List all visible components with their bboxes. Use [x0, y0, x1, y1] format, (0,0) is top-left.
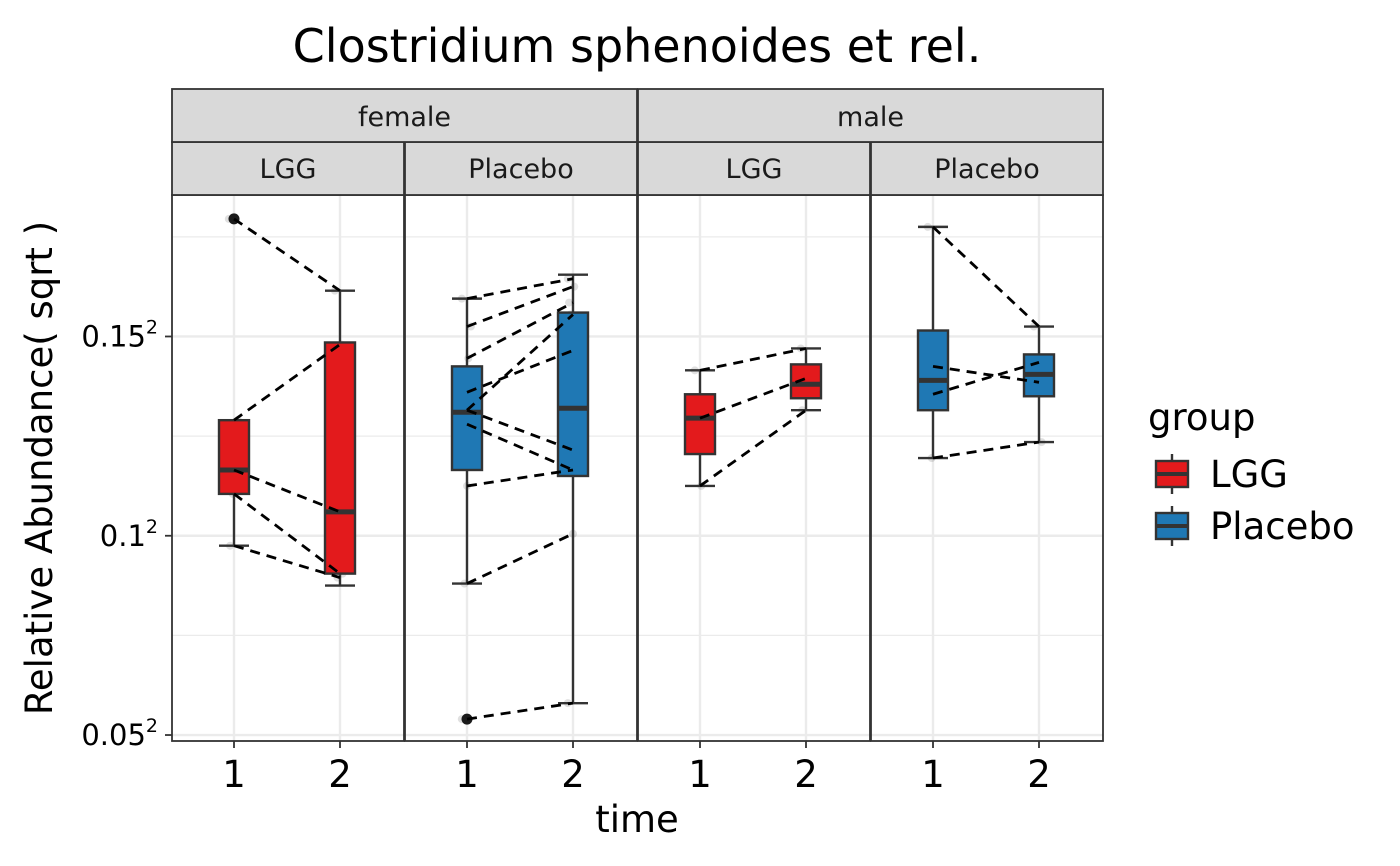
legend-title: group — [1148, 396, 1255, 439]
paired-line — [932, 225, 1040, 328]
x-tick-label: 1 — [688, 753, 712, 796]
legend-label: LGG — [1210, 453, 1288, 496]
x-tick-label: 1 — [455, 753, 479, 796]
paired-line — [233, 544, 341, 579]
strip-sex-box — [171, 88, 638, 143]
legend: group LGG Placebo — [1148, 396, 1355, 548]
strip-group-label: Placebo — [934, 154, 1039, 185]
paired-line — [233, 492, 341, 575]
box — [217, 418, 251, 496]
x-tick-label: 1 — [921, 753, 945, 796]
y-axis-title: Relative Abundance( sqrt ) — [18, 221, 61, 715]
paired-line — [233, 468, 341, 514]
strip-sex-label: male — [837, 102, 904, 133]
panel-female-placebo — [450, 273, 590, 725]
box — [450, 365, 484, 472]
x-tick-label: 2 — [561, 753, 585, 796]
y-tick-label: 0.12 — [100, 516, 158, 553]
box — [683, 393, 717, 456]
paired-line — [466, 313, 574, 412]
chart-title: Clostridium sphenoides et rel. — [293, 19, 982, 73]
paired-line — [932, 364, 1040, 384]
paired-line — [466, 285, 574, 328]
paired-line — [466, 532, 574, 585]
paired-line — [699, 377, 807, 420]
strip-group-label: LGG — [726, 154, 783, 185]
box — [323, 341, 357, 575]
paired-line — [466, 408, 574, 452]
y-tick-label: 0.152 — [81, 316, 158, 353]
strip-sex-label: female — [358, 102, 451, 133]
strip-group-label: Placebo — [468, 154, 573, 185]
paired-line — [932, 361, 1040, 396]
strip-group-box — [171, 141, 405, 196]
panel-background — [405, 195, 637, 741]
paired-line — [466, 277, 574, 300]
paired-line — [233, 343, 341, 422]
x-tick-label: 2 — [794, 753, 818, 796]
data-point — [565, 298, 574, 307]
plot-area: LGG 1 2 Placebo 1 2 LGG 1 2 Placebo 1 2 female male 0.… — [81, 88, 1104, 796]
paired-line — [932, 440, 1040, 460]
x-tick-label: 2 — [328, 753, 352, 796]
paired-line — [466, 468, 574, 488]
x-axis-title: time — [595, 798, 679, 841]
panel-background — [871, 195, 1103, 741]
panel-male-placebo — [916, 222, 1056, 463]
panel-background — [172, 195, 404, 741]
paired-line — [466, 301, 574, 360]
strip-group-box — [637, 141, 871, 196]
paired-line — [233, 217, 341, 292]
panel-male-lgg — [683, 344, 823, 490]
panel-background — [638, 195, 870, 741]
box — [916, 329, 950, 412]
paired-line — [466, 701, 574, 721]
strip-group-box — [404, 141, 638, 196]
box — [556, 311, 590, 478]
paired-line — [466, 349, 574, 394]
paired-line — [466, 422, 574, 472]
strip-group-box — [870, 141, 1104, 196]
panel-female-lgg — [217, 213, 357, 587]
strip-group-label: LGG — [260, 154, 317, 185]
paired-line — [699, 347, 807, 372]
strip-sex-box — [637, 88, 1104, 143]
y-tick-label: 0.052 — [81, 715, 158, 752]
legend-label: Placebo — [1210, 505, 1355, 548]
x-tick-label: 2 — [1027, 753, 1051, 796]
x-tick-label: 1 — [222, 753, 246, 796]
paired-line — [699, 409, 807, 488]
